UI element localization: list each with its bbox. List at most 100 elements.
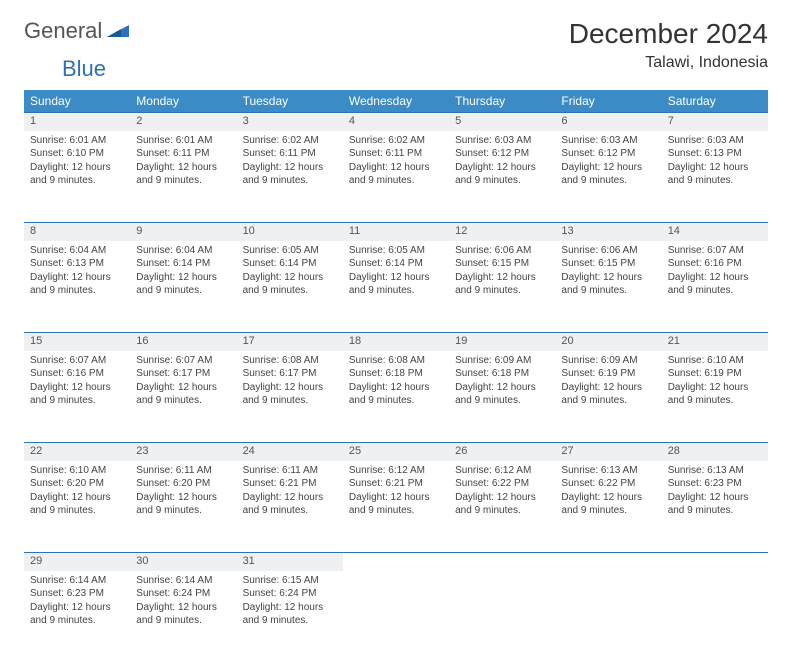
month-title: December 2024 — [569, 18, 768, 50]
sunrise-line: Sunrise: 6:12 AM — [349, 464, 443, 478]
sunrise-line: Sunrise: 6:03 AM — [668, 134, 762, 148]
sunset-line: Sunset: 6:14 PM — [136, 257, 230, 271]
sunrise-line: Sunrise: 6:05 AM — [349, 244, 443, 258]
daylight-line: Daylight: 12 hours and 9 minutes. — [243, 271, 337, 298]
day-detail-cell: Sunrise: 6:08 AMSunset: 6:18 PMDaylight:… — [343, 351, 449, 443]
sunrise-line: Sunrise: 6:08 AM — [243, 354, 337, 368]
day-number-cell: 21 — [662, 333, 768, 351]
sunset-line: Sunset: 6:19 PM — [668, 367, 762, 381]
day-detail-cell: Sunrise: 6:08 AMSunset: 6:17 PMDaylight:… — [237, 351, 343, 443]
day-number-cell: 26 — [449, 443, 555, 461]
day-detail-cell: Sunrise: 6:04 AMSunset: 6:13 PMDaylight:… — [24, 241, 130, 333]
sunrise-line: Sunrise: 6:07 AM — [668, 244, 762, 258]
sunrise-line: Sunrise: 6:12 AM — [455, 464, 549, 478]
daylight-line: Daylight: 12 hours and 9 minutes. — [136, 601, 230, 628]
day-number-cell — [449, 553, 555, 571]
sunrise-line: Sunrise: 6:14 AM — [136, 574, 230, 588]
day-number-cell: 23 — [130, 443, 236, 461]
day-detail-cell: Sunrise: 6:12 AMSunset: 6:21 PMDaylight:… — [343, 461, 449, 553]
daylight-line: Daylight: 12 hours and 9 minutes. — [561, 381, 655, 408]
sunset-line: Sunset: 6:11 PM — [136, 147, 230, 161]
day-number-cell: 14 — [662, 223, 768, 241]
sunrise-line: Sunrise: 6:06 AM — [455, 244, 549, 258]
sunset-line: Sunset: 6:22 PM — [561, 477, 655, 491]
day-detail-cell: Sunrise: 6:04 AMSunset: 6:14 PMDaylight:… — [130, 241, 236, 333]
day-detail-cell: Sunrise: 6:09 AMSunset: 6:19 PMDaylight:… — [555, 351, 661, 443]
day-detail-cell: Sunrise: 6:15 AMSunset: 6:24 PMDaylight:… — [237, 571, 343, 663]
sunrise-line: Sunrise: 6:02 AM — [243, 134, 337, 148]
daylight-line: Daylight: 12 hours and 9 minutes. — [668, 161, 762, 188]
sunset-line: Sunset: 6:16 PM — [668, 257, 762, 271]
sunrise-line: Sunrise: 6:15 AM — [243, 574, 337, 588]
day-number-cell: 10 — [237, 223, 343, 241]
sunset-line: Sunset: 6:24 PM — [136, 587, 230, 601]
day-detail-cell: Sunrise: 6:03 AMSunset: 6:12 PMDaylight:… — [449, 131, 555, 223]
day-number-cell: 12 — [449, 223, 555, 241]
day-number-cell — [555, 553, 661, 571]
weekday-header: Thursday — [449, 90, 555, 113]
sunrise-line: Sunrise: 6:13 AM — [668, 464, 762, 478]
sunrise-line: Sunrise: 6:07 AM — [136, 354, 230, 368]
day-number-cell: 24 — [237, 443, 343, 461]
sunrise-line: Sunrise: 6:10 AM — [30, 464, 124, 478]
day-detail-cell: Sunrise: 6:14 AMSunset: 6:24 PMDaylight:… — [130, 571, 236, 663]
day-detail-cell: Sunrise: 6:10 AMSunset: 6:19 PMDaylight:… — [662, 351, 768, 443]
day-detail-cell — [449, 571, 555, 663]
day-number-cell: 22 — [24, 443, 130, 461]
day-number-cell: 25 — [343, 443, 449, 461]
sunset-line: Sunset: 6:15 PM — [561, 257, 655, 271]
logo-text-blue: Blue — [62, 56, 106, 81]
sunrise-line: Sunrise: 6:07 AM — [30, 354, 124, 368]
day-number-cell: 6 — [555, 113, 661, 131]
sunset-line: Sunset: 6:23 PM — [30, 587, 124, 601]
daylight-line: Daylight: 12 hours and 9 minutes. — [243, 161, 337, 188]
daynum-row: 22232425262728 — [24, 443, 768, 461]
day-detail-cell: Sunrise: 6:10 AMSunset: 6:20 PMDaylight:… — [24, 461, 130, 553]
daylight-line: Daylight: 12 hours and 9 minutes. — [668, 491, 762, 518]
day-detail-cell — [343, 571, 449, 663]
day-number-cell: 27 — [555, 443, 661, 461]
day-detail-cell: Sunrise: 6:12 AMSunset: 6:22 PMDaylight:… — [449, 461, 555, 553]
sunrise-line: Sunrise: 6:03 AM — [561, 134, 655, 148]
daylight-line: Daylight: 12 hours and 9 minutes. — [349, 491, 443, 518]
sunrise-line: Sunrise: 6:13 AM — [561, 464, 655, 478]
day-detail-cell: Sunrise: 6:13 AMSunset: 6:22 PMDaylight:… — [555, 461, 661, 553]
sunset-line: Sunset: 6:21 PM — [243, 477, 337, 491]
day-detail-cell: Sunrise: 6:14 AMSunset: 6:23 PMDaylight:… — [24, 571, 130, 663]
day-number-cell: 11 — [343, 223, 449, 241]
sunset-line: Sunset: 6:21 PM — [349, 477, 443, 491]
sunset-line: Sunset: 6:13 PM — [668, 147, 762, 161]
sunset-line: Sunset: 6:15 PM — [455, 257, 549, 271]
sunset-line: Sunset: 6:19 PM — [561, 367, 655, 381]
day-detail-cell: Sunrise: 6:01 AMSunset: 6:11 PMDaylight:… — [130, 131, 236, 223]
weekday-header: Saturday — [662, 90, 768, 113]
weekday-header: Monday — [130, 90, 236, 113]
daylight-line: Daylight: 12 hours and 9 minutes. — [561, 491, 655, 518]
day-detail-cell: Sunrise: 6:01 AMSunset: 6:10 PMDaylight:… — [24, 131, 130, 223]
daynum-row: 15161718192021 — [24, 333, 768, 351]
daylight-line: Daylight: 12 hours and 9 minutes. — [136, 271, 230, 298]
day-number-cell: 13 — [555, 223, 661, 241]
sunset-line: Sunset: 6:11 PM — [243, 147, 337, 161]
sunrise-line: Sunrise: 6:11 AM — [136, 464, 230, 478]
daynum-row: 1234567 — [24, 113, 768, 131]
day-detail-cell: Sunrise: 6:07 AMSunset: 6:16 PMDaylight:… — [662, 241, 768, 333]
daylight-line: Daylight: 12 hours and 9 minutes. — [136, 161, 230, 188]
day-number-cell: 2 — [130, 113, 236, 131]
day-number-cell: 18 — [343, 333, 449, 351]
detail-row: Sunrise: 6:07 AMSunset: 6:16 PMDaylight:… — [24, 351, 768, 443]
daynum-row: 891011121314 — [24, 223, 768, 241]
day-number-cell: 4 — [343, 113, 449, 131]
day-detail-cell: Sunrise: 6:06 AMSunset: 6:15 PMDaylight:… — [555, 241, 661, 333]
day-number-cell: 5 — [449, 113, 555, 131]
daylight-line: Daylight: 12 hours and 9 minutes. — [243, 381, 337, 408]
sunrise-line: Sunrise: 6:06 AM — [561, 244, 655, 258]
detail-row: Sunrise: 6:10 AMSunset: 6:20 PMDaylight:… — [24, 461, 768, 553]
sunset-line: Sunset: 6:17 PM — [136, 367, 230, 381]
day-number-cell: 19 — [449, 333, 555, 351]
day-detail-cell: Sunrise: 6:05 AMSunset: 6:14 PMDaylight:… — [343, 241, 449, 333]
calendar-table: Sunday Monday Tuesday Wednesday Thursday… — [24, 90, 768, 663]
day-number-cell: 28 — [662, 443, 768, 461]
weekday-header: Tuesday — [237, 90, 343, 113]
sunset-line: Sunset: 6:14 PM — [243, 257, 337, 271]
